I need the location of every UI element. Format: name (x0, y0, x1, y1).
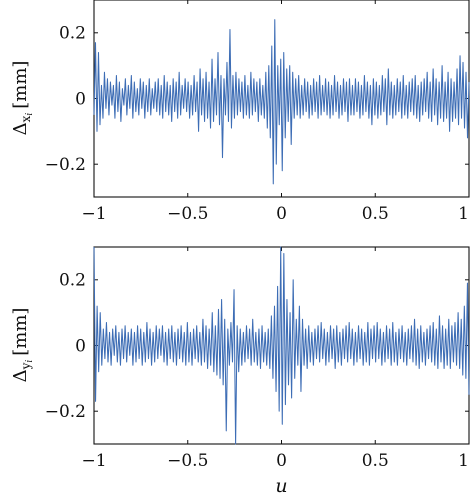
y-tick-label: −0.2 (45, 402, 86, 422)
x-tick-label: 0 (276, 204, 287, 224)
x-tick-label: 0 (276, 451, 287, 471)
y-axis-label-subsubscript: i (25, 113, 35, 116)
bottom-panel-y-deviation: 0.2 0 −0.2 −1 −0.5 0 0.5 1 Δyi [mm] u (10, 246, 470, 497)
y-axis-label-unit: [mm] (10, 61, 31, 109)
series-line (93, 246, 470, 445)
x-tick-marks (93, 247, 470, 444)
y-axis-label-unit: [mm] (10, 308, 31, 356)
y-tick-label: 0 (75, 89, 86, 109)
y-tick-label: 0.2 (59, 24, 86, 44)
x-tick-label: 1 (458, 204, 469, 224)
x-axis-label: u (275, 475, 287, 497)
x-tick-label: −0.5 (167, 451, 208, 471)
y-axis-label-subscript: y (19, 362, 33, 370)
x-tick-label: 0.5 (362, 204, 389, 224)
top-panel-x-deviation: 0.2 0 −0.2 −1 −0.5 0 0.5 1 Δxi [mm] (10, 0, 470, 224)
y-tick-label: 0 (75, 336, 86, 356)
y-axis-label: Δxi [mm] (10, 61, 35, 136)
y-tick-label: −0.2 (45, 155, 86, 175)
x-tick-marks (93, 0, 470, 197)
x-tick-label: −1 (81, 451, 106, 471)
y-axis-label-subscript: x (19, 115, 33, 122)
series-line (93, 19, 470, 185)
y-axis-label-symbol: Δ (10, 122, 31, 135)
y-axis-label-subsubscript: i (25, 360, 35, 363)
y-axis-label-symbol: Δ (10, 369, 31, 382)
x-tick-label: −0.5 (167, 204, 208, 224)
x-tick-label: 0.5 (362, 451, 389, 471)
x-tick-label: 1 (458, 451, 469, 471)
y-axis-label: Δyi [mm] (10, 308, 35, 383)
x-tick-label: −1 (81, 204, 106, 224)
y-tick-label: 0.2 (59, 271, 86, 291)
